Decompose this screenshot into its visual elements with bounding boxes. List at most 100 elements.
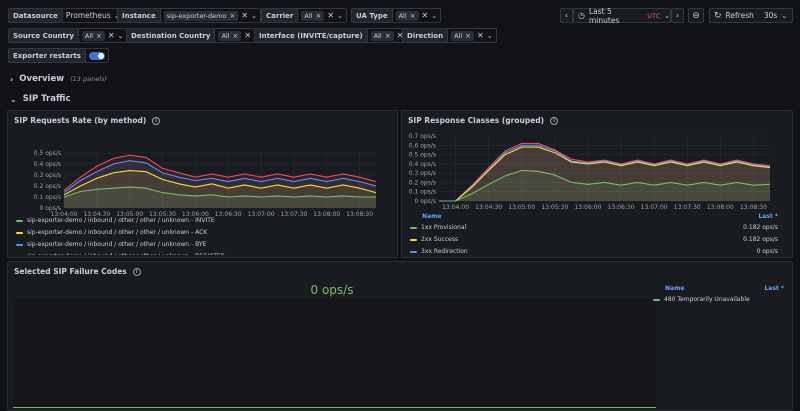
legend-item[interactable]: 1xx Provisional	[410, 224, 466, 231]
chevron-down-icon[interactable]: ⌄	[251, 11, 257, 20]
series-line	[439, 142, 771, 202]
info-icon[interactable]: i	[550, 116, 559, 125]
clear-icon[interactable]: ✕	[107, 31, 115, 40]
series-line	[63, 186, 376, 198]
time-picker[interactable]: ◷ Last 5 minutes UTC ⌄	[573, 6, 671, 25]
x-tick-label: 13:04:30	[475, 204, 502, 211]
exporter-restarts-toggle[interactable]	[88, 51, 105, 60]
series-line	[439, 146, 771, 202]
legend-item[interactable]: 3xx Redirection	[410, 248, 468, 255]
source-country-chip[interactable]: All ×	[81, 30, 105, 41]
sip-traffic-row-header[interactable]: ⌄ SIP Traffic	[10, 94, 71, 104]
destination-country-variable[interactable]: Destination Country All× ✕ ⌄	[126, 28, 264, 43]
destination-country-chip[interactable]: All ×	[218, 30, 242, 41]
overview-row-header[interactable]: › Overview (13 panels)	[10, 74, 107, 84]
legend-item[interactable]: sip-exporter-demo / inbound / other / ot…	[16, 253, 225, 255]
remove-chip-icon[interactable]: ×	[95, 31, 102, 40]
ua-type-variable[interactable]: UA Type All × ✕ ⌄	[351, 8, 442, 23]
clear-icon[interactable]: ✕	[241, 11, 249, 20]
chevron-down-icon[interactable]: ⌄	[117, 31, 124, 40]
remove-chip-icon[interactable]: ×	[232, 31, 239, 40]
time-range-text: Last 5 minutes	[588, 6, 620, 25]
chevron-down-icon[interactable]: ⌄	[431, 11, 438, 20]
direction-variable[interactable]: Direction All × ✕ ⌄	[402, 28, 497, 43]
x-tick-label: 13:05:00	[508, 204, 535, 211]
legend-item[interactable]: sip-exporter-demo / inbound / other / ot…	[16, 217, 215, 224]
exporter-restarts-toggle-box[interactable]	[85, 48, 109, 63]
legend-swatch	[653, 298, 660, 301]
chevron-down-icon[interactable]: ⌄	[486, 31, 493, 40]
x-tick-label: 13:08:30	[740, 204, 767, 211]
series-line	[439, 144, 771, 202]
zoom-out-button[interactable]: ⊖	[688, 8, 704, 23]
chevron-right-icon: ›	[675, 11, 680, 20]
requests-rate-chart[interactable]: 0 ops/s 0.1 ops/s 0.2 ops/s 0.3 ops/s 0.4 op…	[8, 129, 399, 234]
instance-chip[interactable]: sip-exporter-demo ×	[163, 10, 239, 21]
carrier-variable[interactable]: Carrier All × ✕ ⌄	[261, 8, 347, 23]
time-forward-button[interactable]: ›	[671, 8, 684, 23]
carrier-select[interactable]: All × ✕ ⌄	[298, 8, 347, 23]
time-back-button[interactable]: ‹	[560, 8, 573, 23]
series-line	[63, 160, 377, 194]
remove-chip-icon[interactable]: ×	[384, 31, 391, 40]
y-tick-label: 0.1 ops/s	[34, 194, 61, 201]
toggle-knob	[97, 52, 104, 59]
sip-response-classes-panel[interactable]: SIP Response Classes (grouped) i 0 ops/s…	[401, 110, 793, 258]
ua-type-select[interactable]: All × ✕ ⌄	[392, 8, 442, 23]
legend-item-last: 0.182 ops/s	[743, 224, 778, 231]
remove-chip-icon[interactable]: ×	[465, 31, 472, 40]
info-icon[interactable]: i	[152, 116, 161, 125]
panel-title: SIP Requests Rate (by method) i	[14, 116, 161, 125]
y-tick-label: 0.3 ops/s	[409, 170, 436, 177]
legend-swatch	[16, 231, 23, 234]
panel-title: SIP Response Classes (grouped) i	[408, 116, 559, 125]
chevron-down-icon[interactable]: ⌄	[337, 11, 343, 20]
ua-type-chip[interactable]: All ×	[395, 10, 419, 21]
sip-traffic-row-title: SIP Traffic	[22, 94, 71, 104]
datasource-variable[interactable]: Datasource Prometheus ⌄	[8, 8, 124, 23]
sip-requests-rate-panel[interactable]: SIP Requests Rate (by method) i 0 ops/s 0…	[7, 110, 398, 258]
clear-icon[interactable]: ✕	[477, 31, 484, 40]
clear-icon[interactable]: ✕	[421, 11, 429, 20]
remove-chip-icon[interactable]: ×	[229, 11, 236, 20]
source-country-select[interactable]: All × ✕ ⌄	[78, 28, 128, 43]
instance-variable[interactable]: Instance sip-exporter-demo × ✕ ⌄	[117, 8, 261, 23]
legend-item[interactable]: 480 Temporarily Unavailable	[653, 296, 750, 303]
source-country-variable[interactable]: Source Country All × ✕ ⌄	[8, 28, 128, 43]
remove-chip-icon[interactable]: ×	[409, 11, 416, 20]
refresh-button[interactable]: ↻ Refresh 30s ⌄	[709, 8, 793, 23]
x-tick-label: 13:07:00	[248, 211, 275, 218]
legend-item[interactable]: 2xx Success	[410, 236, 458, 243]
info-icon[interactable]: i	[132, 267, 141, 276]
clear-icon[interactable]: ✕	[396, 31, 404, 40]
chevron-down-icon[interactable]: ⌄	[114, 12, 120, 20]
legend-header-name[interactable]: Name	[665, 285, 685, 292]
chevron-down-icon[interactable]: ⌄	[781, 11, 788, 20]
interface-variable[interactable]: Interface (INVITE/capture) All× ✕ ⌄	[254, 28, 417, 43]
y-tick-label: 0.1 ops/s	[409, 189, 436, 196]
interface-chip[interactable]: All ×	[370, 30, 394, 41]
carrier-chip[interactable]: All ×	[301, 10, 325, 21]
sip-failure-codes-panel[interactable]: Selected SIP Failure Codes i 0 ops/s Nam…	[7, 261, 793, 411]
failure-chart-area[interactable]	[13, 298, 656, 408]
x-tick-label: 13:05:30	[149, 211, 176, 218]
clear-icon[interactable]: ✕	[327, 11, 335, 20]
instance-select[interactable]: sip-exporter-demo × ✕ ⌄	[160, 8, 261, 23]
clear-icon[interactable]: ✕	[244, 31, 252, 40]
x-tick-label: 13:07:00	[641, 204, 668, 211]
legend-header-last[interactable]: Last *	[764, 285, 784, 292]
legend-item[interactable]: sip-exporter-demo / inbound / other / ot…	[16, 241, 206, 248]
remove-chip-icon[interactable]: ×	[315, 11, 322, 20]
direction-select[interactable]: All × ✕ ⌄	[448, 28, 497, 43]
exporter-restarts-variable[interactable]: Exporter restarts	[8, 48, 109, 63]
direction-chip[interactable]: All ×	[451, 30, 475, 41]
chevron-down-icon: ⌄	[10, 94, 17, 104]
overview-row-title: Overview	[19, 74, 65, 84]
legend-header-name[interactable]: Name	[422, 213, 442, 220]
datasource-select[interactable]: Prometheus ⌄	[62, 8, 124, 23]
response-classes-chart[interactable]: 0 ops/s 0.1 ops/s 0.2 ops/s 0.3 ops/s 0.4 op…	[402, 129, 794, 225]
legend-item[interactable]: sip-exporter-demo / inbound / other / ot…	[16, 229, 207, 236]
legend-swatch	[16, 219, 23, 222]
legend-header-last[interactable]: Last *	[758, 213, 778, 220]
refresh-interval[interactable]: 30s	[763, 11, 778, 20]
